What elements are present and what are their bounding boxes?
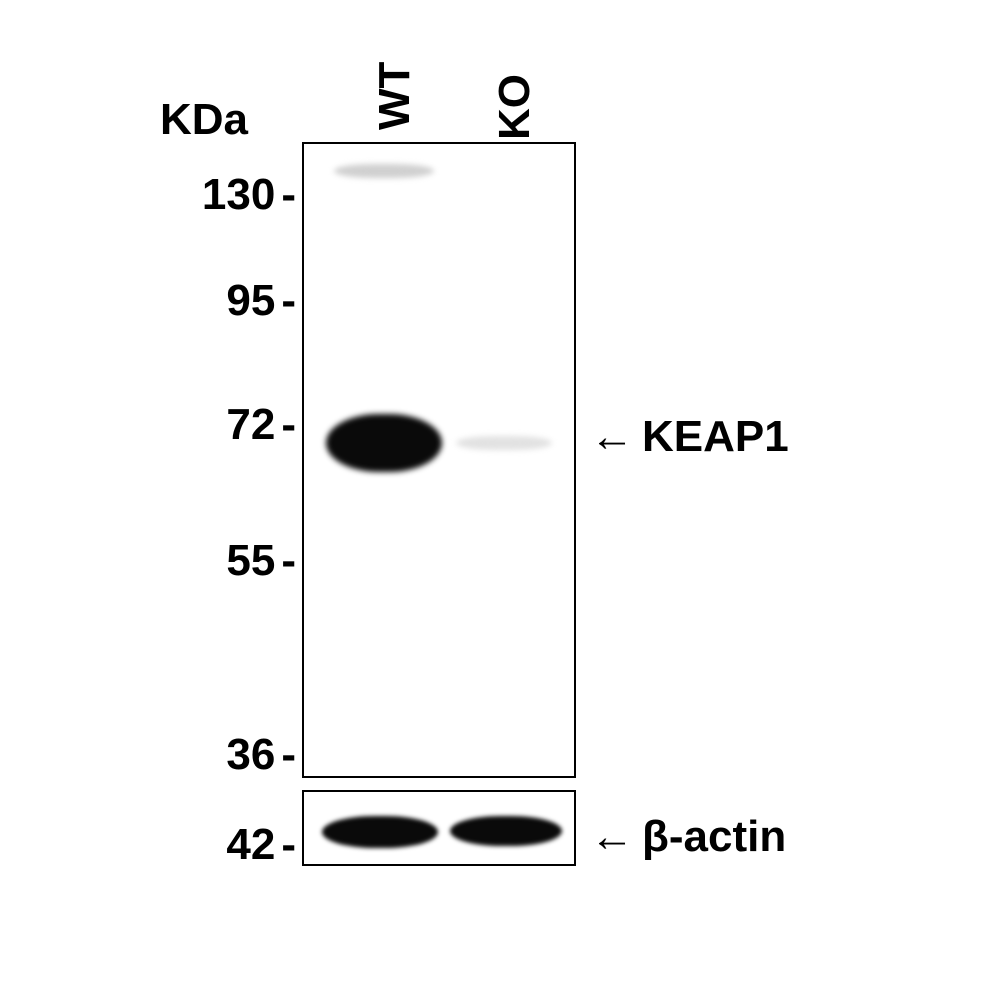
marker-tick: - bbox=[281, 170, 296, 220]
marker-tick: - bbox=[281, 730, 296, 780]
marker-tick: - bbox=[281, 276, 296, 326]
band-wt-faint-high bbox=[334, 164, 434, 178]
marker-tick: - bbox=[281, 400, 296, 450]
marker-72: 72 - bbox=[226, 400, 296, 450]
arrow-left-icon: ← bbox=[590, 412, 634, 462]
band-keap1-wt bbox=[326, 414, 442, 472]
marker-value: 36 bbox=[226, 730, 275, 780]
blot-panel-main bbox=[302, 142, 576, 778]
marker-value: 55 bbox=[226, 536, 275, 586]
marker-36: 36 - bbox=[226, 730, 296, 780]
annotation-keap1: ← KEAP1 bbox=[590, 412, 789, 462]
marker-55: 55 - bbox=[226, 536, 296, 586]
marker-value: 42 bbox=[226, 820, 275, 870]
band-bactin-ko bbox=[450, 816, 562, 846]
lane-label-wt: WT bbox=[370, 62, 420, 130]
blot-panel-loading bbox=[302, 790, 576, 866]
annotation-bactin: ← β-actin bbox=[590, 812, 786, 862]
arrow-left-icon: ← bbox=[590, 812, 634, 862]
band-keap1-ko-faint bbox=[456, 436, 552, 450]
band-bactin-wt bbox=[322, 816, 438, 848]
annotation-label: β-actin bbox=[642, 812, 786, 862]
marker-95: 95 - bbox=[226, 276, 296, 326]
annotation-label: KEAP1 bbox=[642, 412, 789, 462]
marker-value: 95 bbox=[226, 276, 275, 326]
western-blot-figure: KDa WT KO 130 - 95 - 72 - 55 - 36 - 42 -… bbox=[0, 0, 1000, 1000]
marker-130: 130 - bbox=[202, 170, 296, 220]
marker-value: 72 bbox=[226, 400, 275, 450]
marker-42: 42 - bbox=[226, 820, 296, 870]
marker-value: 130 bbox=[202, 170, 275, 220]
unit-label: KDa bbox=[160, 95, 248, 145]
marker-tick: - bbox=[281, 536, 296, 586]
lane-label-ko: KO bbox=[490, 74, 540, 140]
marker-tick: - bbox=[281, 820, 296, 870]
